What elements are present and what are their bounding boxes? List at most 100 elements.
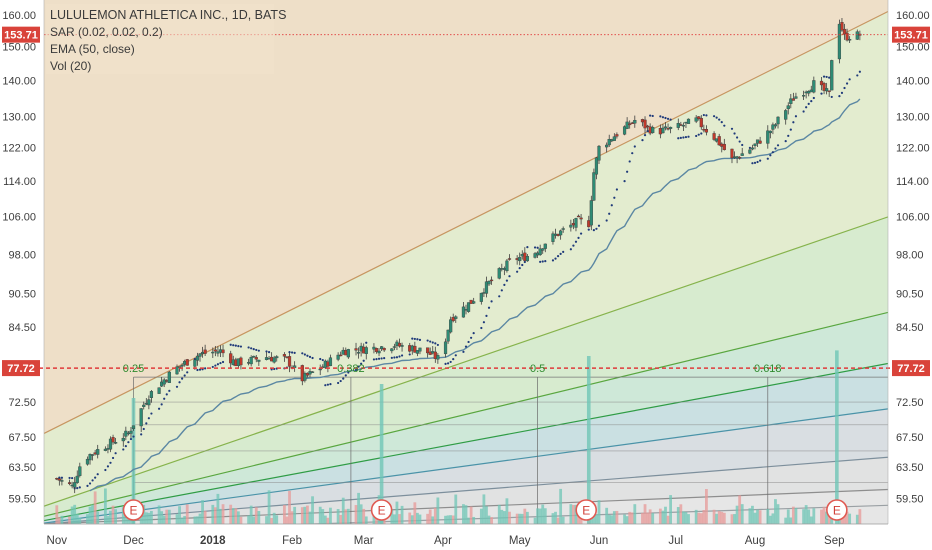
candle-body (211, 351, 215, 354)
sar-dot (321, 358, 324, 362)
sar-dot (508, 275, 511, 278)
earnings-marker-label: E (378, 504, 386, 518)
earnings-marker-icon (370, 499, 393, 521)
sar-dot (462, 350, 465, 353)
volume-bar (641, 512, 644, 524)
candle-body (229, 353, 233, 364)
volume-bar (221, 504, 225, 524)
sar-dot (434, 342, 437, 345)
candle-body (90, 454, 95, 456)
candle-body (645, 125, 650, 128)
candle-body (694, 117, 698, 122)
sar-dot (181, 377, 184, 380)
last-price-tag: 153.71 (4, 30, 38, 42)
volume-bar (753, 512, 757, 524)
candle-body (574, 218, 578, 228)
sar-dot (147, 417, 150, 420)
y-tick-label: 90.50 (8, 289, 36, 301)
chart-title[interactable]: LULULEMON ATHLETICA INC., 1D, BATS (50, 8, 286, 22)
volume-bar (751, 505, 754, 524)
volume-bar (142, 504, 146, 524)
y-tick-label: 84.50 (8, 322, 36, 334)
sar-dot (196, 368, 199, 372)
volume-bar (615, 510, 619, 524)
candle-body (114, 442, 118, 444)
sar-dot (807, 102, 810, 105)
candle-body (78, 466, 82, 476)
candle-body (819, 80, 824, 86)
volume-bar (543, 508, 547, 524)
candle-body (633, 120, 637, 124)
volume-bar (60, 515, 64, 524)
volume-bar (234, 508, 238, 524)
volume-bar (592, 512, 596, 524)
candle-body (576, 215, 581, 218)
candle-body (198, 353, 202, 357)
candle-body (418, 347, 422, 352)
volume-bar (607, 514, 611, 524)
candle-body (96, 449, 100, 455)
candle-body (551, 233, 555, 242)
volume-bar (272, 512, 276, 524)
candle-body (88, 454, 92, 461)
candle-body (249, 357, 253, 365)
candle-body (812, 80, 816, 93)
sar-dot (805, 106, 808, 109)
sar-dot (308, 355, 312, 358)
candle-body (157, 387, 161, 394)
volume-bar (490, 517, 493, 524)
indicator-vol-label[interactable]: Vol (20) (50, 59, 91, 73)
volume-bar (505, 498, 509, 524)
candle-body (443, 341, 448, 355)
volume-bar (658, 508, 662, 524)
y-tick-label: 59.50 (896, 494, 924, 506)
candle-body (497, 268, 501, 279)
candle-body (382, 348, 386, 351)
candle-body (753, 143, 757, 146)
volume-bar (610, 515, 614, 524)
volume-bar (88, 506, 92, 524)
volume-bar (346, 508, 350, 524)
candle-body (740, 153, 744, 156)
candle-body (704, 129, 709, 133)
x-axis[interactable]: Nov Dec 2018 Feb Mar Apr May Jun Jul Aug Sep (43, 0, 889, 547)
sar-dot (608, 212, 611, 215)
candle-body (791, 98, 795, 101)
sar-dot (559, 252, 562, 256)
fib-level-label: 0.25 (123, 363, 144, 375)
candle-body (392, 346, 396, 348)
sar-dot (362, 359, 365, 362)
candle-body (848, 39, 852, 41)
sar-dot (684, 135, 688, 139)
candle-body (282, 354, 287, 357)
candle-body (507, 258, 512, 260)
candle-body (543, 243, 547, 249)
sar-dot (204, 367, 207, 370)
y-tick-label: 140.00 (2, 75, 36, 87)
volume-bar (193, 516, 197, 524)
sar-dot (145, 422, 148, 425)
volume-bar (252, 516, 256, 524)
indicator-ema-label[interactable]: EMA (50, close) (50, 42, 135, 56)
sar-dot (344, 374, 347, 377)
volume-bar (160, 511, 164, 524)
volume-bar (362, 508, 366, 524)
volume-bar (525, 511, 529, 524)
sar-dot (802, 110, 805, 113)
sar-dot (337, 381, 340, 385)
volume-bar (428, 509, 432, 524)
legend: LULULEMON ATHLETICA INC., 1D, BATS SAR (… (46, 4, 286, 74)
sar-dot (375, 358, 378, 361)
sar-dot (843, 86, 846, 90)
volume-bar (109, 510, 112, 524)
y-tick-label: 122.00 (2, 143, 36, 155)
earnings-marker-icon (575, 499, 598, 521)
volume-bar (556, 517, 560, 524)
candle-body (784, 110, 788, 120)
sar-dot (301, 352, 304, 355)
sar-dot (669, 118, 672, 121)
sar-dot (487, 306, 491, 309)
fib-level-label: 0.618 (754, 363, 782, 375)
indicator-sar-label[interactable]: SAR (0.02, 0.02, 0.2) (50, 25, 163, 39)
